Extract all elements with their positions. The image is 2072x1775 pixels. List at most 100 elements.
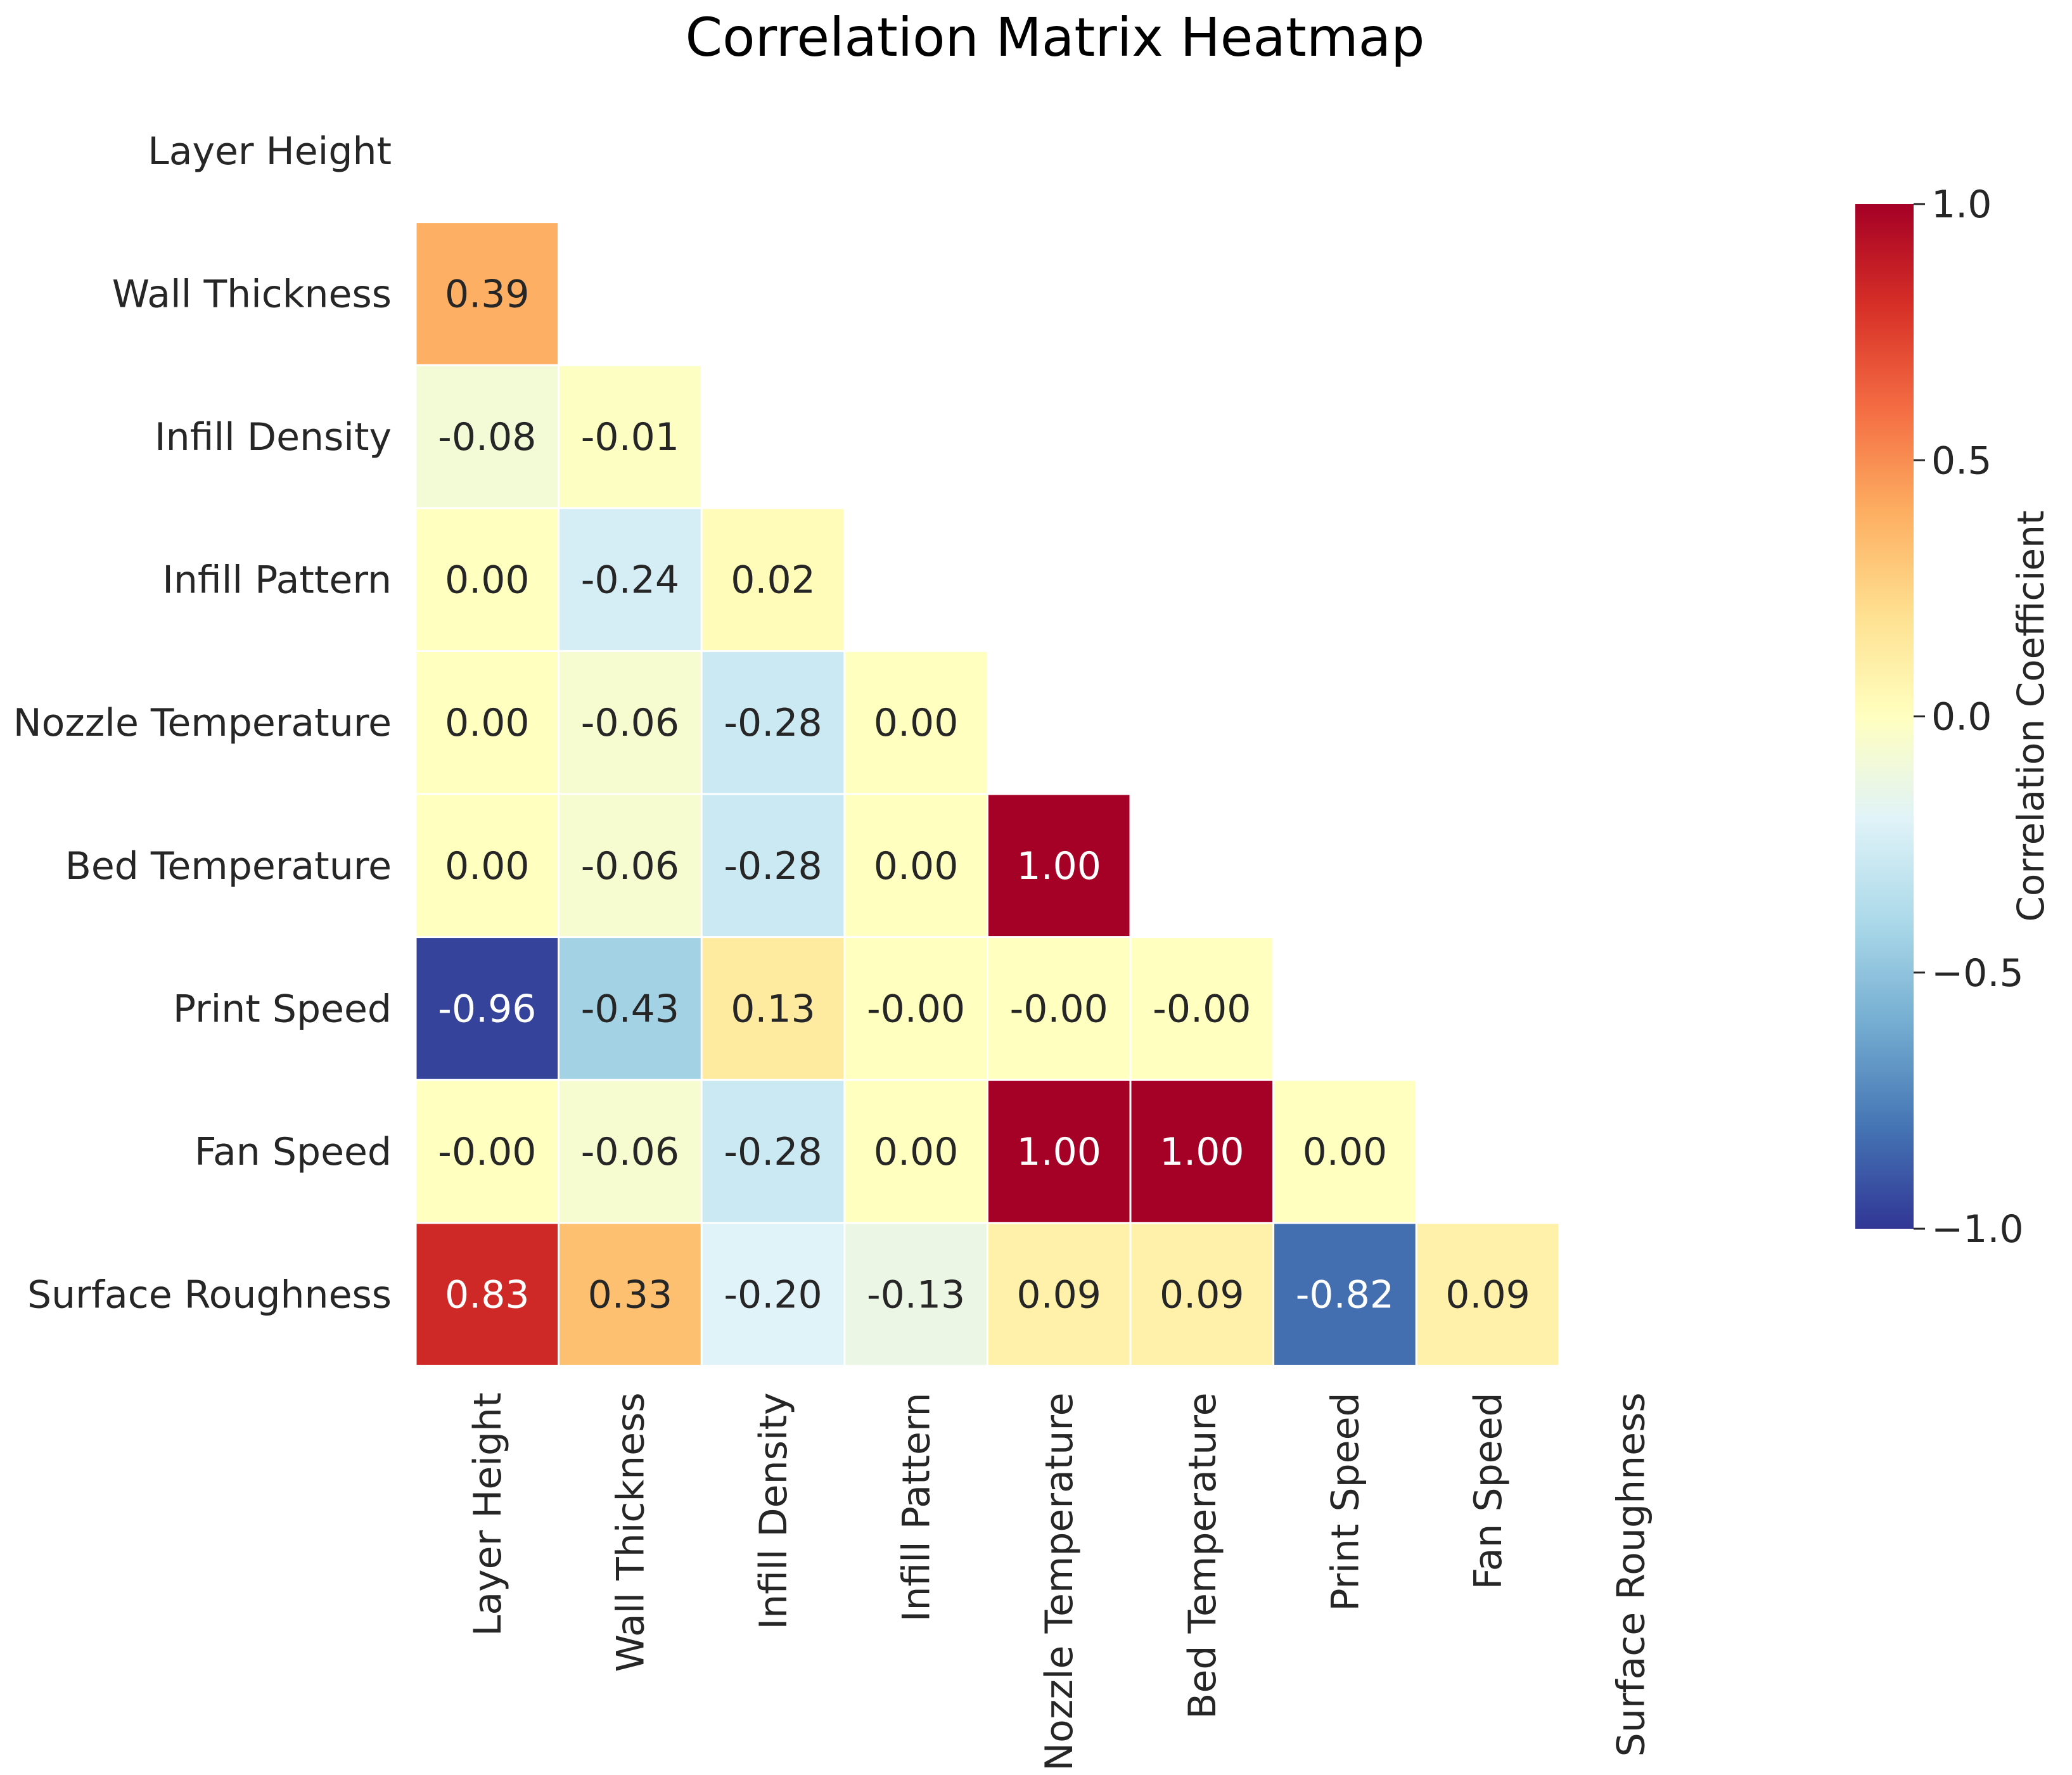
heatmap-cell-label: 0.33 <box>588 1273 673 1317</box>
heatmap-cell <box>416 509 558 650</box>
heatmap-cell <box>416 938 558 1079</box>
heatmap-cell <box>845 1224 987 1365</box>
heatmap-cell <box>845 651 987 793</box>
heatmap-cell-label: -0.00 <box>1153 987 1251 1031</box>
x-tick-label: Fan Speed <box>1466 1392 1511 1589</box>
y-tick-label: Bed Temperature <box>65 844 392 888</box>
colorbar-gradient <box>1855 204 1914 1229</box>
heatmap-cell <box>1131 1224 1273 1365</box>
heatmap-cell-label: 0.00 <box>445 558 530 603</box>
heatmap-cell-label: 0.00 <box>874 1130 959 1174</box>
x-tick-label: Surface Roughness <box>1609 1392 1654 1757</box>
heatmap-cell-label: 0.00 <box>874 701 959 745</box>
chart-title: Correlation Matrix Heatmap <box>686 6 1425 68</box>
heatmap-cell-label: -0.24 <box>581 558 679 603</box>
heatmap-cell-label: 1.00 <box>1016 844 1101 888</box>
heatmap-cell <box>560 366 701 508</box>
heatmap-cell <box>702 509 844 650</box>
heatmap-cell <box>702 1080 844 1222</box>
x-tick-label: Infill Density <box>751 1392 796 1629</box>
x-tick-label: Nozzle Temperature <box>1037 1392 1082 1771</box>
heatmap-cell-label: -0.96 <box>438 987 536 1031</box>
heatmap-cells: 0.39 -0.08 -0.01 0.00 -0.24 0.02 0.00 -0.06 -0.2… <box>416 223 1559 1365</box>
heatmap-cell <box>988 795 1130 937</box>
heatmap-cell-label: -0.00 <box>867 987 965 1031</box>
heatmap-cell <box>702 795 844 937</box>
heatmap-cell-label: 0.00 <box>874 844 959 888</box>
heatmap-cell-label: -0.13 <box>867 1273 965 1317</box>
heatmap-cell-label: -0.00 <box>1010 987 1108 1031</box>
heatmap-cell <box>560 1224 701 1365</box>
x-tick-label: Bed Temperature <box>1180 1392 1225 1719</box>
heatmap-cell-label: 0.09 <box>1445 1273 1530 1317</box>
colorbar-tick-label: 0.5 <box>1931 439 1992 483</box>
colorbar: 1.0 0.5 0.0 −0.5 −1.0 Correlation Coefficien… <box>1855 183 2052 1252</box>
heatmap-cell <box>1131 938 1273 1079</box>
colorbar-tick-label: −1.0 <box>1931 1207 2024 1252</box>
heatmap-cell <box>416 223 558 364</box>
heatmap-cell <box>845 795 987 937</box>
heatmap-cell <box>845 938 987 1079</box>
x-tick-label: Layer Height <box>466 1392 510 1636</box>
x-axis-tick-labels: Layer Height Wall Thickness Infill Density… <box>466 1392 1654 1771</box>
x-tick-label: Print Speed <box>1323 1392 1367 1611</box>
heatmap-cell <box>416 795 558 937</box>
heatmap-cell <box>988 1224 1130 1365</box>
heatmap-cell <box>1274 1224 1416 1365</box>
heatmap-cell-label: 1.00 <box>1160 1130 1244 1174</box>
heatmap-cell <box>416 1224 558 1365</box>
heatmap-cell <box>560 651 701 793</box>
heatmap-cell-label: 0.09 <box>1160 1273 1244 1317</box>
heatmap-cell-label: -0.28 <box>724 1130 822 1174</box>
y-axis-tick-labels: Layer Height Wall Thickness Infill Density… <box>13 129 392 1317</box>
heatmap-cell <box>988 1080 1130 1222</box>
x-tick-label: Wall Thickness <box>608 1392 653 1672</box>
colorbar-tick-label: 1.0 <box>1931 183 1992 227</box>
heatmap-cell <box>560 1080 701 1222</box>
colorbar-label: Correlation Coefficient <box>2009 510 2052 921</box>
y-tick-label: Infill Pattern <box>162 558 392 603</box>
heatmap-cell <box>702 1224 844 1365</box>
heatmap-cell <box>560 938 701 1079</box>
y-tick-label: Layer Height <box>148 129 392 174</box>
heatmap-cell-label: 0.00 <box>1303 1130 1388 1174</box>
heatmap-cell-label: 0.00 <box>445 701 530 745</box>
heatmap-cell-label: -0.01 <box>581 415 679 459</box>
heatmap-cell-label: -0.82 <box>1296 1273 1394 1317</box>
heatmap-cell-label: -0.08 <box>438 415 536 459</box>
heatmap-cell-label: 0.39 <box>445 272 530 316</box>
heatmap-cell <box>560 509 701 650</box>
heatmap-cell <box>1131 1080 1273 1222</box>
y-tick-label: Fan Speed <box>195 1130 392 1174</box>
heatmap-cell-label: 0.83 <box>445 1273 530 1317</box>
y-tick-label: Surface Roughness <box>27 1273 392 1317</box>
x-tick-label: Infill Pattern <box>895 1392 939 1622</box>
heatmap-cell <box>988 938 1130 1079</box>
heatmap-cell <box>416 651 558 793</box>
heatmap-cell-label: -0.28 <box>724 844 822 888</box>
heatmap-cell <box>702 938 844 1079</box>
heatmap-cell-label: -0.06 <box>581 1130 679 1174</box>
heatmap-cell-label: 0.13 <box>731 987 815 1031</box>
heatmap-cell-label: -0.06 <box>581 844 679 888</box>
heatmap-cell-label: -0.06 <box>581 701 679 745</box>
heatmap-cell-label: -0.28 <box>724 701 822 745</box>
heatmap-cell-label: 0.02 <box>731 558 815 603</box>
heatmap-cell-label: 0.09 <box>1016 1273 1101 1317</box>
heatmap-cell <box>1417 1224 1559 1365</box>
heatmap-cell <box>845 1080 987 1222</box>
y-tick-label: Infill Density <box>155 415 392 459</box>
heatmap-cell <box>702 651 844 793</box>
heatmap-cell-label: 0.00 <box>445 844 530 888</box>
heatmap-cell-label: -0.00 <box>438 1130 536 1174</box>
heatmap-cell <box>416 366 558 508</box>
heatmap-cell-label: 1.00 <box>1016 1130 1101 1174</box>
heatmap-cell-label: -0.43 <box>581 987 679 1031</box>
heatmap-cell <box>1274 1080 1416 1222</box>
heatmap-cell <box>560 795 701 937</box>
y-tick-label: Wall Thickness <box>112 272 392 316</box>
heatmap-cell <box>416 1080 558 1222</box>
y-tick-label: Print Speed <box>173 987 392 1031</box>
